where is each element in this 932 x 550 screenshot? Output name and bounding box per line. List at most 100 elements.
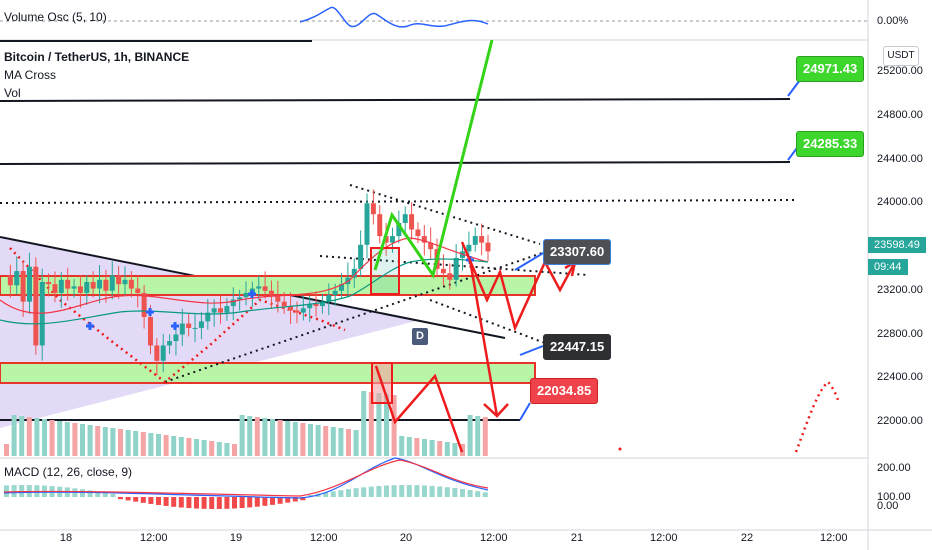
macd-tick-label: 200.00	[877, 462, 911, 474]
volume-bar	[102, 427, 108, 456]
lower-channel	[429, 299, 546, 344]
currency-button[interactable]: USDT	[883, 46, 919, 66]
time-tick-label: 12:00	[650, 532, 678, 544]
price-tick-label: 24400.00	[877, 152, 923, 165]
macd-bar	[429, 485, 435, 497]
volume-bar	[19, 416, 25, 456]
macd-bar	[224, 497, 230, 509]
volume-bar	[262, 418, 268, 456]
countdown-tag: 09:44	[868, 259, 908, 275]
macd-bar	[338, 490, 344, 497]
candle-body	[71, 286, 77, 289]
macd-bar	[292, 497, 298, 502]
candle-body	[26, 266, 32, 302]
macd-bar	[178, 497, 184, 508]
volume-bar	[224, 443, 230, 456]
price-tick-label: 22000.00	[877, 415, 923, 427]
macd-bar	[156, 497, 161, 505]
volume-bar	[323, 426, 329, 456]
volume-bar	[80, 424, 85, 456]
candle-body	[377, 214, 383, 237]
support-2-label[interactable]: 22034.85	[530, 378, 599, 404]
volume-bar	[277, 420, 283, 456]
macd-bar	[277, 497, 283, 504]
candle-body	[332, 290, 338, 296]
candle-body	[472, 236, 478, 245]
volume-bar	[34, 418, 40, 456]
candle-body	[389, 236, 395, 243]
macd-bar	[361, 487, 367, 497]
candle-body	[109, 275, 115, 291]
macd-bar	[460, 489, 465, 497]
candle-body	[173, 334, 179, 342]
triangle-zone	[0, 237, 420, 428]
ma-cross-label: MA Cross	[4, 68, 57, 82]
volume-bar	[64, 422, 70, 456]
time-tick-label: 12:00	[140, 532, 168, 544]
candle-body	[307, 303, 313, 309]
target-1-label[interactable]: 24971.43	[796, 56, 865, 82]
volume-bar	[384, 394, 389, 456]
candle-body	[351, 268, 357, 278]
volume-bar	[308, 424, 313, 456]
macd-bar	[384, 485, 389, 497]
macd-bar	[95, 491, 101, 497]
last-price-tag: 23598.49	[868, 237, 926, 253]
candle-body	[358, 244, 364, 269]
volume-bar	[239, 415, 245, 456]
candle-body	[364, 203, 370, 245]
candle-body	[402, 214, 408, 223]
volume-bar	[452, 443, 458, 456]
label-connector	[519, 345, 544, 356]
symbol-title: Bitcoin / TetherUS, 1h, BINANCE	[4, 50, 190, 64]
label-connector	[787, 79, 801, 97]
red-dotted-path	[9, 247, 346, 384]
support-1-label[interactable]: 22447.15	[543, 334, 612, 360]
macd-bar	[140, 497, 146, 503]
volume-bar	[209, 441, 215, 456]
volume-bar	[368, 392, 374, 456]
candle-body	[7, 275, 13, 286]
candle-body	[147, 317, 153, 346]
macd-bar	[186, 497, 192, 509]
time-tick-label: 19	[229, 532, 243, 544]
volume-bar	[285, 421, 291, 456]
candle-body	[256, 286, 262, 289]
candle-body	[33, 266, 39, 346]
macd-bar	[399, 485, 405, 497]
macd-bar	[262, 497, 268, 506]
macd-bar	[11, 485, 17, 497]
volume-bar	[247, 416, 253, 456]
support-zigzag	[374, 365, 464, 453]
candle-body	[421, 236, 427, 243]
volume-bar	[178, 437, 184, 456]
candle-body	[447, 273, 453, 280]
volume-bar	[292, 422, 298, 456]
candle-body	[90, 282, 96, 289]
macd-bar	[323, 492, 329, 497]
target-2-label[interactable]: 24285.33	[796, 131, 865, 157]
candle-body	[319, 301, 325, 307]
candle-body	[198, 321, 204, 328]
candle-body	[46, 282, 52, 285]
macd-bar	[102, 492, 108, 497]
volume-bar	[72, 423, 78, 456]
macd-bar	[118, 497, 123, 500]
pivot-label[interactable]: 23307.60	[543, 239, 612, 265]
price-tick-label: 24800.00	[877, 108, 923, 121]
bearish-arrowhead	[483, 403, 509, 418]
volume-bar	[444, 442, 450, 456]
pivot-projection	[460, 241, 577, 332]
cross-marker	[146, 308, 154, 316]
volume-bar	[11, 415, 17, 456]
candle-body	[383, 236, 389, 243]
macd-bar	[300, 497, 306, 501]
macd-bar	[422, 485, 427, 497]
macd-bar	[125, 497, 131, 501]
d-marker[interactable]: D	[412, 328, 428, 345]
candle-body	[58, 279, 64, 293]
macd-bar	[437, 486, 443, 497]
macd-bar	[247, 497, 253, 508]
